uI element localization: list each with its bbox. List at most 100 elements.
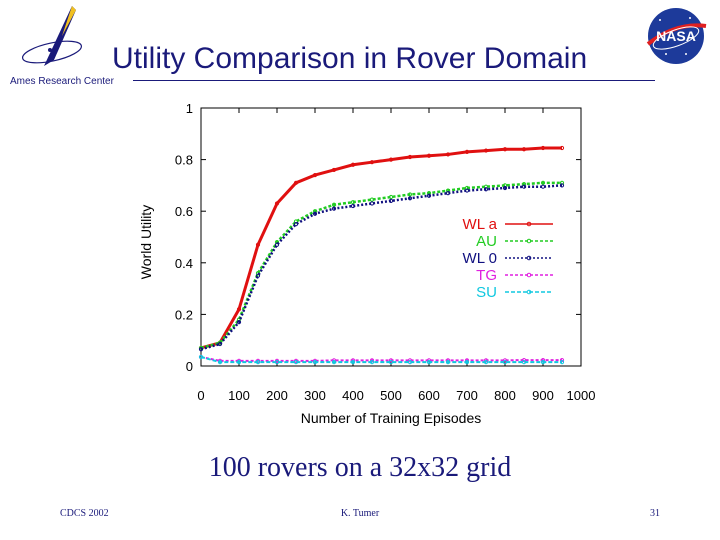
data-point-wl0 (407, 196, 413, 201)
legend-marker-wl0 (526, 255, 532, 261)
legend-label-wla: WL a (463, 216, 498, 233)
data-point-wla (502, 147, 508, 152)
series-line-su (200, 356, 562, 364)
data-point-su (502, 360, 508, 365)
x-axis-label: Number of Training Episodes (301, 410, 482, 426)
data-point-wl0 (331, 206, 337, 211)
data-point-au (350, 200, 356, 205)
y-tick-label: 0.6 (175, 204, 193, 219)
data-point-au (293, 219, 299, 224)
y-axis-label: World Utility (138, 205, 154, 279)
data-point-su (255, 360, 261, 365)
data-point-wla (312, 172, 318, 178)
data-point-wl0 (350, 203, 356, 209)
data-point-su (369, 360, 375, 365)
x-tick-label: 500 (380, 388, 402, 403)
data-point-su (350, 360, 356, 365)
data-point-wla (388, 157, 394, 162)
data-point-wl0 (369, 201, 375, 206)
y-tick-label: 0.8 (175, 153, 193, 168)
data-point-su (388, 360, 394, 365)
data-point-su (521, 360, 527, 365)
nasa-logo-text: NASA (656, 28, 696, 44)
data-point-wl0 (559, 183, 565, 188)
data-point-wla (369, 160, 375, 165)
y-tick-label: 0.4 (175, 256, 193, 271)
data-point-wla (521, 147, 527, 152)
data-point-wla (464, 149, 470, 154)
data-point-au (464, 185, 470, 191)
title-divider (133, 80, 655, 81)
ames-research-center-label: Ames Research Center (10, 76, 114, 87)
data-point-wla (255, 242, 261, 247)
x-tick-label: 200 (266, 388, 288, 403)
data-point-wla (559, 145, 565, 151)
legend-label-au: AU (476, 233, 497, 250)
data-point-su (407, 360, 413, 365)
x-tick-label: 600 (418, 388, 440, 403)
x-tick-label: 0 (197, 388, 204, 403)
data-point-wl0 (464, 188, 470, 193)
data-point-tg (521, 357, 527, 363)
y-tick-label: 1 (186, 101, 193, 116)
data-point-tg (388, 358, 394, 363)
data-point-wl0 (540, 184, 546, 189)
legend-marker-su (526, 289, 532, 295)
page-title: Utility Comparison in Rover Domain (112, 42, 588, 75)
data-point-wl0 (502, 185, 508, 191)
data-point-su (293, 360, 299, 365)
data-point-wla (426, 153, 432, 158)
data-point-wla (540, 145, 546, 151)
series-line-au (200, 181, 562, 350)
data-point-au (388, 194, 394, 200)
x-tick-label: 1000 (567, 388, 596, 403)
data-point-wla (274, 201, 280, 206)
series-line-wla (200, 146, 562, 350)
data-point-wla (445, 152, 451, 157)
data-point-su (483, 360, 489, 365)
data-point-su (198, 354, 204, 360)
data-point-wl0 (255, 273, 261, 278)
x-tick-label: 400 (342, 388, 364, 403)
legend-marker-tg (526, 272, 532, 278)
data-point-au (331, 202, 337, 207)
data-point-au (369, 197, 375, 202)
data-point-wla (350, 162, 356, 167)
data-point-wl0 (217, 341, 223, 347)
data-point-wla (236, 307, 242, 312)
data-point-su (312, 360, 318, 365)
data-point-tg (502, 358, 508, 363)
data-point-wla (407, 154, 413, 160)
data-point-su (464, 360, 470, 365)
data-point-au (521, 182, 527, 187)
data-point-wl0 (388, 198, 394, 203)
plot-frame (200, 107, 582, 367)
data-point-wla (293, 180, 299, 185)
x-tick-label: 300 (304, 388, 326, 403)
data-point-su (331, 360, 337, 365)
series-line-tg (200, 355, 562, 362)
data-point-wl0 (521, 184, 527, 189)
data-point-au (559, 180, 565, 185)
world-utility-chart: 0 100 200 300 400 500 600 700 800 900 1000 0 0.2 0.4 0… (138, 101, 596, 426)
legend-label-wl0: WL 0 (463, 250, 497, 267)
data-point-tg (407, 358, 413, 363)
legend-label-tg: TG (476, 267, 497, 284)
data-point-wl0 (236, 320, 242, 325)
axis-ticks: 0 100 200 300 400 500 600 700 800 900 1000 0 0.2 0.4 0… (175, 101, 596, 403)
x-tick-label: 900 (532, 388, 554, 403)
legend-label-su: SU (476, 284, 497, 301)
data-point-wl0 (426, 193, 432, 198)
x-tick-label: 700 (456, 388, 478, 403)
data-point-au (274, 240, 280, 245)
data-point-wl0 (483, 187, 489, 192)
data-point-su (540, 360, 546, 365)
data-point-au (407, 192, 413, 197)
footer-page-number: 31 (650, 508, 660, 519)
nasa-logo: NASA (646, 8, 707, 64)
legend-marker-wla (526, 221, 532, 227)
data-point-su (274, 360, 280, 365)
data-point-wl0 (274, 242, 280, 247)
legend-marker-au (526, 238, 532, 244)
data-point-su (559, 360, 565, 365)
